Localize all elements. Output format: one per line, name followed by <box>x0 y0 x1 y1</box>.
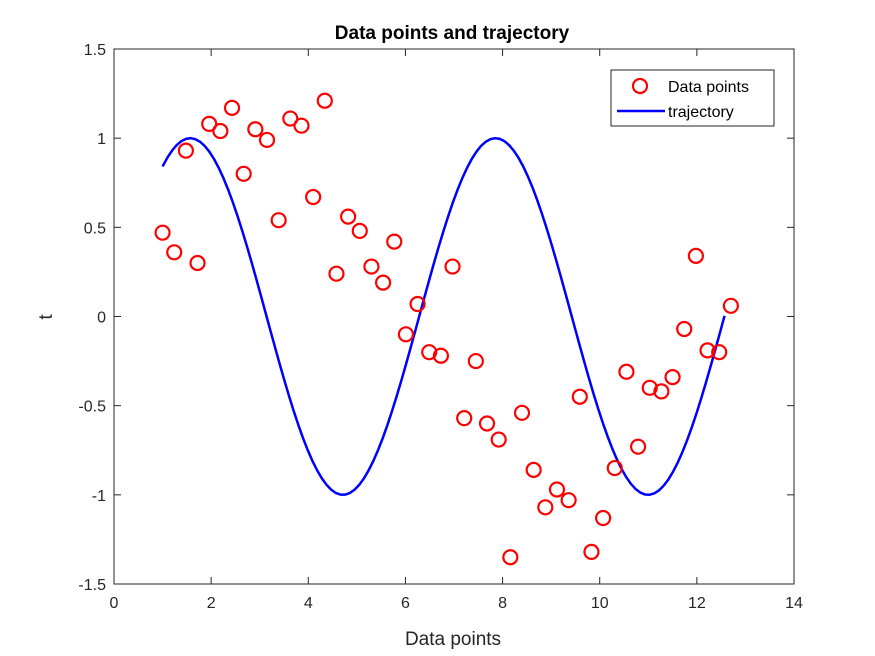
data-point <box>166 244 183 261</box>
x-tick-label: 2 <box>207 595 216 612</box>
x-tick-label: 6 <box>401 595 410 612</box>
data-point <box>525 461 542 478</box>
data-point <box>502 549 519 566</box>
data-point <box>676 320 693 338</box>
x-axis-label: Data points <box>405 629 501 650</box>
data-point <box>606 459 623 477</box>
data-point <box>328 265 345 282</box>
data-point <box>595 509 612 527</box>
data-point <box>490 431 507 448</box>
data-point <box>537 499 554 516</box>
y-tick-label: -1 <box>92 488 106 505</box>
data-point <box>235 165 252 182</box>
data-point <box>189 254 206 272</box>
data-point <box>177 142 194 159</box>
data-point <box>583 543 600 561</box>
chart-title: Data points and trajectory <box>335 23 570 44</box>
data-point <box>444 258 461 275</box>
data-point <box>687 247 704 264</box>
y-tick-label: 0.5 <box>84 220 106 237</box>
data-point <box>629 438 647 455</box>
data-point <box>478 415 496 432</box>
data-point <box>432 347 449 364</box>
y-tick-label: 1 <box>97 131 106 148</box>
plot-area <box>113 48 795 585</box>
data-point <box>223 99 241 116</box>
y-tick-label: 1.5 <box>84 42 106 59</box>
data-point <box>513 404 531 421</box>
data-point <box>467 352 484 370</box>
y-ticks: -1.5 -1 -0.5 0 0.5 1 1.5 <box>78 42 794 594</box>
x-ticks: 0 2 4 6 8 10 12 14 <box>110 49 803 612</box>
y-axis-label: t <box>36 314 57 320</box>
data-point <box>386 233 403 250</box>
data-point <box>397 326 415 343</box>
data-point <box>548 481 566 498</box>
data-points-series <box>154 92 739 566</box>
trajectory-line <box>161 136 726 497</box>
x-tick-label: 12 <box>688 595 706 612</box>
data-point <box>201 115 218 133</box>
trajectory-series <box>161 136 726 497</box>
data-point <box>421 344 438 361</box>
data-point <box>641 379 658 396</box>
data-point <box>653 383 670 400</box>
data-point <box>282 110 299 127</box>
data-point <box>351 222 368 239</box>
legend: Data points trajectory <box>610 69 775 127</box>
x-tick-label: 8 <box>498 595 507 612</box>
data-point <box>699 342 716 359</box>
data-point <box>664 369 681 386</box>
data-point <box>154 224 171 241</box>
x-tick-label: 4 <box>304 595 313 612</box>
y-tick-label: -1.5 <box>78 577 106 594</box>
data-point <box>212 122 229 140</box>
x-tick-label: 10 <box>591 595 609 612</box>
data-point <box>258 131 276 149</box>
data-point <box>270 212 287 229</box>
data-point <box>374 274 392 291</box>
data-point <box>316 92 333 109</box>
x-tick-label: 0 <box>110 595 119 612</box>
data-point <box>293 117 310 134</box>
legend-label-trajectory: trajectory <box>668 104 734 121</box>
data-point <box>340 208 357 225</box>
data-point <box>305 188 322 206</box>
y-tick-label: 0 <box>97 310 106 327</box>
legend-label-data-points: Data points <box>668 79 749 96</box>
data-point <box>711 344 728 361</box>
data-point <box>409 295 426 313</box>
x-tick-label: 14 <box>785 595 803 612</box>
legend-marker-data-points <box>631 77 649 95</box>
data-point <box>363 258 380 275</box>
data-point <box>247 121 264 138</box>
data-point <box>571 388 588 405</box>
y-tick-label: -0.5 <box>78 399 106 416</box>
data-point <box>560 492 577 509</box>
data-point <box>456 410 473 427</box>
data-point <box>618 363 635 380</box>
data-point <box>722 297 739 314</box>
